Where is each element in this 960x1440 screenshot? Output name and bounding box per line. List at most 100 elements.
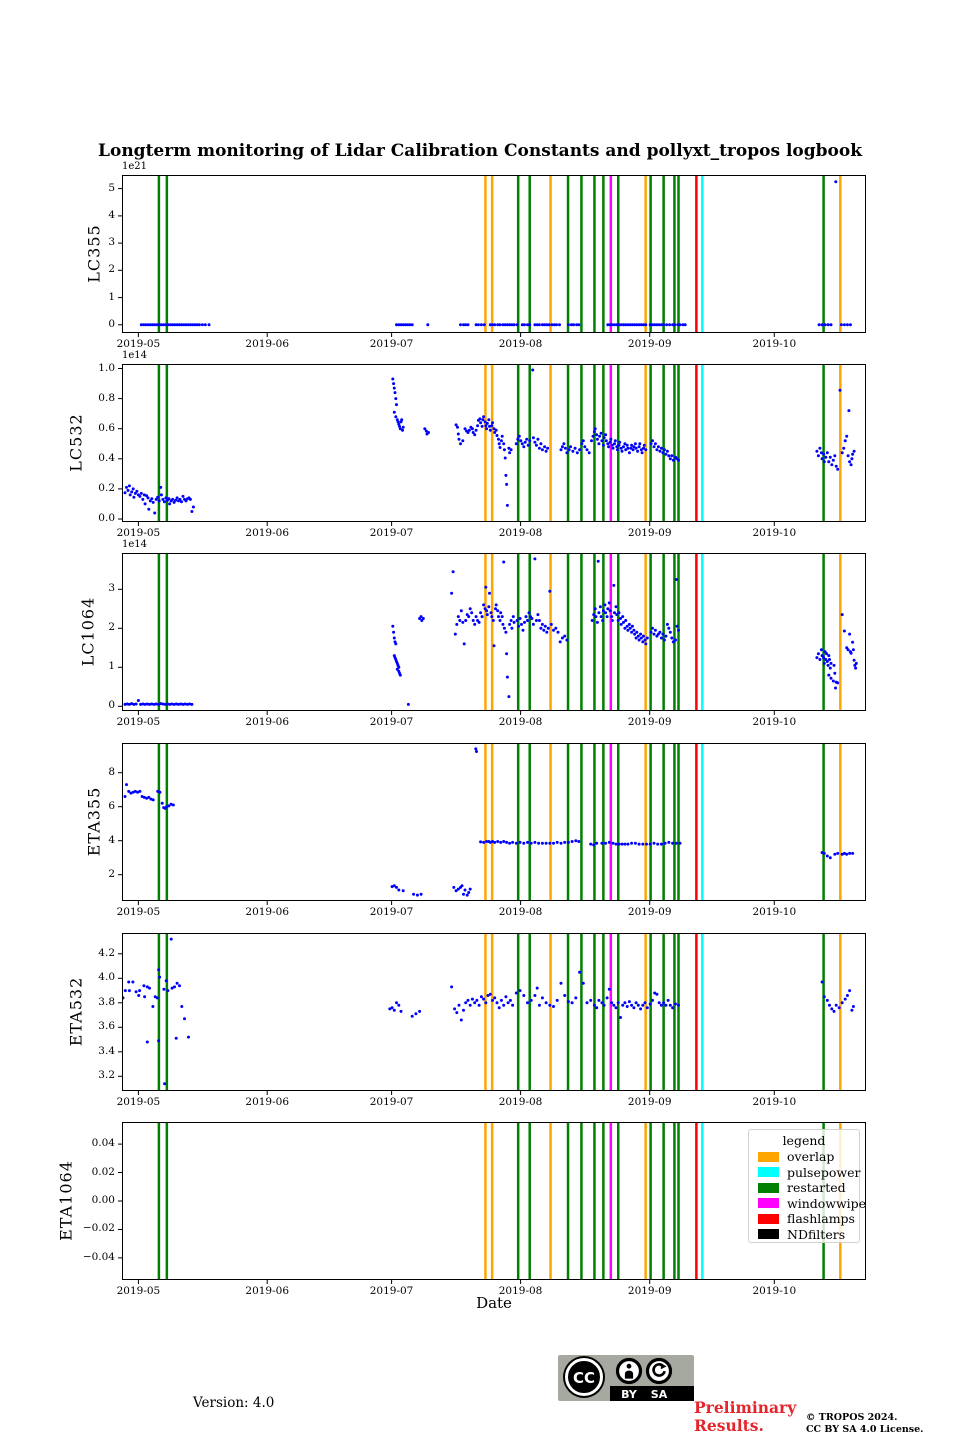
x-tick-label: 2019-07: [369, 338, 414, 350]
event-line-windowwipe: [609, 933, 613, 1091]
y-axis-label-lc1064: LC1064: [78, 596, 98, 667]
event-line-restarted: [528, 743, 531, 901]
subplot-lc532: [118, 364, 866, 526]
x-tick-label: 2019-08: [498, 716, 543, 728]
x-tick-label: 2019-05: [116, 527, 161, 539]
event-line-overlap: [549, 364, 552, 522]
y-tick-label: 0.0: [98, 511, 115, 524]
event-line-restarted: [617, 1122, 620, 1280]
scatter-points: [139, 180, 852, 327]
y-tick-label: 3: [108, 582, 115, 595]
event-line-overlap: [644, 553, 647, 711]
cc-icon: [563, 1356, 605, 1398]
event-line-overlap: [484, 553, 487, 711]
event-line-overlap: [644, 743, 647, 901]
event-line-restarted: [566, 743, 570, 901]
event-line-restarted: [617, 933, 620, 1091]
x-tick-label: 2019-07: [369, 527, 414, 539]
axes-ticks: [118, 1122, 866, 1284]
event-line-restarted: [677, 1122, 680, 1280]
event-line-restarted: [580, 175, 583, 333]
event-line-restarted: [516, 553, 520, 711]
event-line-overlap: [549, 175, 552, 333]
event-line-pulsepower: [701, 743, 704, 901]
legend-swatch-flashlamps: [758, 1213, 779, 1224]
x-tick-label: 2019-08: [498, 338, 543, 350]
x-tick-label: 2019-06: [245, 1285, 290, 1297]
y-tick-label: 4.2: [98, 946, 115, 959]
legend-entry-windowwipe: windowwipe: [749, 1196, 866, 1212]
event-line-overlap: [644, 175, 647, 333]
legend-swatch-pulsepower: [758, 1167, 779, 1178]
event-line-restarted: [157, 1122, 161, 1280]
event-line-overlap: [490, 743, 494, 901]
y-tick-label: 1.0: [98, 361, 115, 374]
event-line-windowwipe: [609, 1122, 613, 1280]
by-label: BY: [621, 1388, 638, 1401]
legend-swatch-windowwipe: [758, 1198, 779, 1209]
subplot-eta532: [118, 933, 866, 1095]
event-line-restarted: [566, 364, 570, 522]
axes-ticks: [118, 743, 866, 905]
event-line-restarted: [157, 364, 161, 522]
event-line-restarted: [593, 364, 596, 522]
event-line-restarted: [677, 553, 680, 711]
event-line-flashlamps: [695, 175, 698, 333]
event-line-restarted: [516, 933, 520, 1091]
event-line-pulsepower: [701, 1122, 704, 1280]
event-line-restarted: [822, 933, 825, 1091]
event-line-overlap: [839, 364, 842, 522]
event-line-restarted: [528, 933, 531, 1091]
subplot-eta355: [118, 743, 866, 905]
event-line-restarted: [566, 175, 570, 333]
y-tick-label: 4: [108, 833, 115, 846]
x-tick-label: 2019-06: [245, 338, 290, 350]
y-axis-offset-label: 1e14: [122, 350, 148, 361]
legend-entries: overlap pulsepower restarted windowwipe flas…: [749, 1149, 866, 1242]
y-axis-label-eta1064: ETA1064: [56, 1160, 76, 1241]
event-line-restarted: [673, 933, 676, 1091]
x-tick-label: 2019-09: [627, 1285, 672, 1297]
event-line-restarted: [580, 1122, 583, 1280]
event-line-restarted: [673, 743, 676, 901]
event-line-overlap: [490, 553, 494, 711]
version-text: Version: 4.0: [193, 1395, 275, 1411]
y-tick-label: 0.8: [98, 391, 115, 404]
event-line-restarted: [528, 1122, 531, 1280]
axes-ticks: [118, 364, 866, 526]
scatter-points: [122, 937, 855, 1086]
event-line-overlap: [490, 1122, 494, 1280]
event-line-restarted: [157, 933, 161, 1091]
x-tick-label: 2019-09: [627, 716, 672, 728]
event-line-restarted: [822, 364, 825, 522]
x-tick-label: 2019-09: [627, 527, 672, 539]
legend-label: NDfilters: [787, 1226, 846, 1242]
legend-entry-pulsepower: pulsepower: [749, 1165, 860, 1181]
y-axis-label-lc532: LC532: [66, 413, 86, 472]
y-tick-label: 3: [108, 236, 115, 249]
legend-box: legend overlap pulsepower restarted windoww…: [748, 1129, 866, 1243]
x-tick-label: 2019-06: [245, 716, 290, 728]
event-lines: [157, 553, 842, 711]
cc-license-badge: CC BY SA: [558, 1355, 694, 1401]
event-line-overlap: [839, 553, 842, 711]
y-tick-label: 2: [108, 263, 115, 276]
legend-title: legend: [782, 1133, 826, 1148]
event-line-restarted: [649, 175, 652, 333]
event-line-restarted: [580, 933, 583, 1091]
event-line-windowwipe: [609, 175, 613, 333]
legend-label: overlap: [787, 1149, 835, 1165]
x-tick-label: 2019-07: [369, 716, 414, 728]
y-tick-label: 3.8: [98, 995, 115, 1008]
event-lines: [157, 933, 842, 1091]
event-line-flashlamps: [695, 1122, 698, 1280]
event-line-overlap: [490, 364, 494, 522]
legend-entry-overlap: overlap: [749, 1149, 859, 1165]
x-tick-label: 2019-10: [752, 1285, 797, 1297]
x-tick-label: 2019-05: [116, 716, 161, 728]
x-tick-label: 2019-08: [498, 527, 543, 539]
y-tick-label: 0.4: [98, 451, 115, 464]
y-tick-label: 2: [108, 867, 115, 880]
event-line-restarted: [580, 553, 583, 711]
y-tick-label: 5: [108, 181, 115, 194]
